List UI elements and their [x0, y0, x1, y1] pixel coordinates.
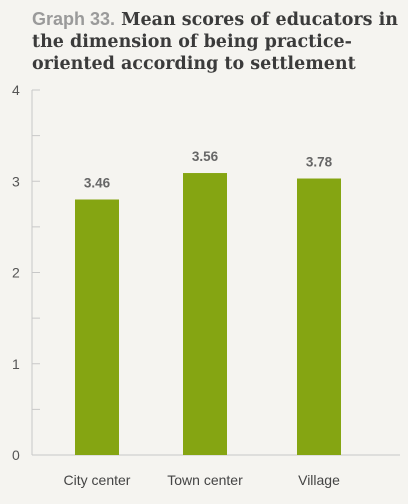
y-tick-label: 0: [12, 447, 20, 463]
y-tick-label: 2: [12, 265, 20, 281]
data-label: 3.46: [84, 176, 111, 191]
y-tick-label: 3: [12, 173, 20, 189]
chart-title-number: Graph 33.: [32, 9, 116, 29]
chart-title: Graph 33. Mean scores of educators in th…: [32, 8, 402, 75]
data-label: 3.56: [192, 149, 219, 164]
chart-title-text: Mean scores of educators in the dimensio…: [32, 10, 398, 74]
x-category-label: Village: [298, 472, 340, 488]
x-category-label: City center: [64, 472, 131, 488]
data-label: 3.78: [306, 155, 333, 170]
bar: [183, 173, 227, 455]
x-category-label: Town center: [167, 472, 243, 488]
y-tick-label: 4: [12, 82, 20, 98]
bar: [75, 199, 119, 455]
y-tick-label: 1: [12, 356, 20, 372]
bar: [297, 178, 341, 455]
